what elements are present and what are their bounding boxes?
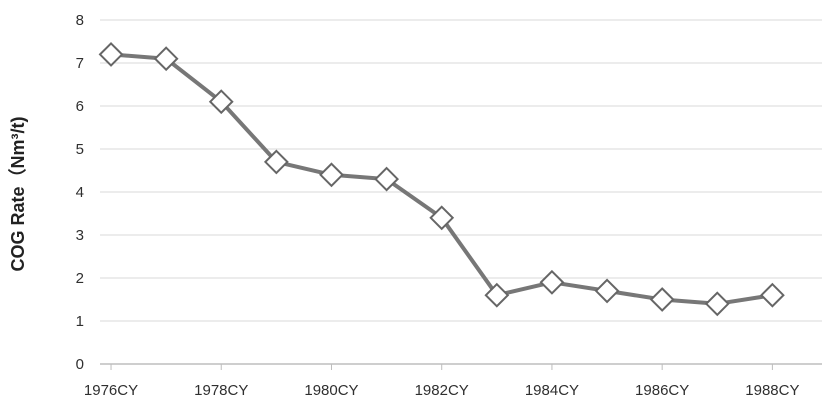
- data-point-marker: [649, 287, 675, 312]
- data-point-marker: [539, 269, 565, 295]
- data-point-marker: [263, 149, 289, 175]
- data-point-marker: [319, 162, 344, 188]
- data-point-marker: [484, 282, 510, 308]
- data-point-marker: [704, 291, 730, 317]
- axis-layer: [100, 363, 822, 370]
- series-layer: [109, 52, 775, 306]
- x-tick-label: 1984CY: [525, 382, 579, 399]
- y-tick-label: 2: [76, 270, 84, 287]
- marker-layer: [98, 41, 785, 317]
- y-tick-label: 4: [76, 184, 84, 201]
- x-tick-label: 1986CY: [635, 382, 689, 399]
- y-tick-label: 5: [76, 141, 84, 158]
- y-tick-label: 8: [76, 12, 84, 29]
- label-layer: 0 1 2 3 4 5 6 7 8 1976CY 1978CY 1980CY 1982CY 1984CY 1…: [76, 12, 800, 399]
- data-point-marker: [759, 282, 785, 308]
- y-axis-title: COG Rate（Nm³/t): [8, 116, 28, 271]
- y-tick-label: 6: [76, 98, 84, 115]
- data-point-marker: [429, 205, 455, 231]
- y-tick-label: 7: [76, 55, 84, 72]
- x-tick-label: 1982CY: [415, 382, 469, 399]
- grid-layer: [100, 19, 822, 322]
- x-tick-label: 1976CY: [84, 382, 138, 399]
- data-point-marker: [208, 89, 234, 115]
- x-tick-label: 1980CY: [304, 382, 358, 399]
- series-line: [109, 52, 775, 306]
- data-point-marker: [98, 41, 124, 67]
- y-tick-label: 1: [76, 313, 84, 330]
- x-tick-label: 1988CY: [745, 382, 799, 399]
- data-point-marker: [153, 46, 179, 72]
- data-point-marker: [594, 278, 620, 304]
- data-point-marker: [374, 166, 400, 192]
- y-tick-label: 3: [76, 227, 84, 244]
- y-tick-label: 0: [76, 356, 84, 373]
- x-tick-label: 1978CY: [194, 382, 248, 399]
